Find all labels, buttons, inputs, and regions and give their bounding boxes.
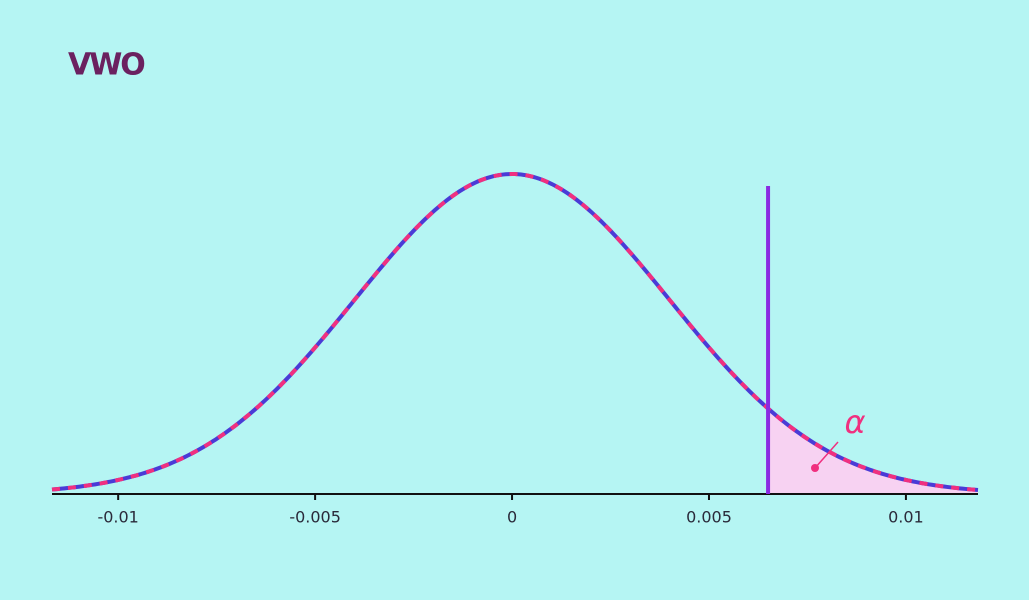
annotation-label: α [844,403,865,441]
alpha-area [768,408,978,494]
x-tick-label: 0.01 [888,508,924,527]
x-tick-label: 0 [507,508,517,527]
annotation-dot [811,464,819,472]
annotation-leader [814,441,839,469]
x-tick-label: -0.005 [289,508,341,527]
curve-dash [51,171,979,492]
x-tick-label: -0.01 [97,508,138,527]
x-tick-label: 0.005 [686,508,732,527]
logo: VWO [68,48,144,83]
